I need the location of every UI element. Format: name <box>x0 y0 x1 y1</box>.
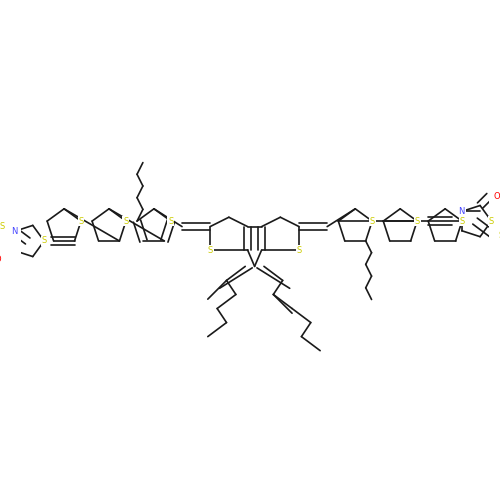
Text: S: S <box>498 230 500 239</box>
Text: O: O <box>0 256 2 264</box>
Text: S: S <box>78 216 84 226</box>
Text: S: S <box>414 216 420 226</box>
Text: O: O <box>493 192 500 200</box>
Text: S: S <box>489 216 494 226</box>
Text: S: S <box>370 216 375 226</box>
Text: S: S <box>124 216 128 226</box>
Text: N: N <box>458 207 465 216</box>
Text: S: S <box>168 216 173 226</box>
Text: N: N <box>12 227 18 236</box>
Text: S: S <box>42 236 46 246</box>
Text: S: S <box>208 246 213 254</box>
Text: S: S <box>460 216 464 226</box>
Text: S: S <box>296 246 302 254</box>
Text: S: S <box>0 222 4 232</box>
